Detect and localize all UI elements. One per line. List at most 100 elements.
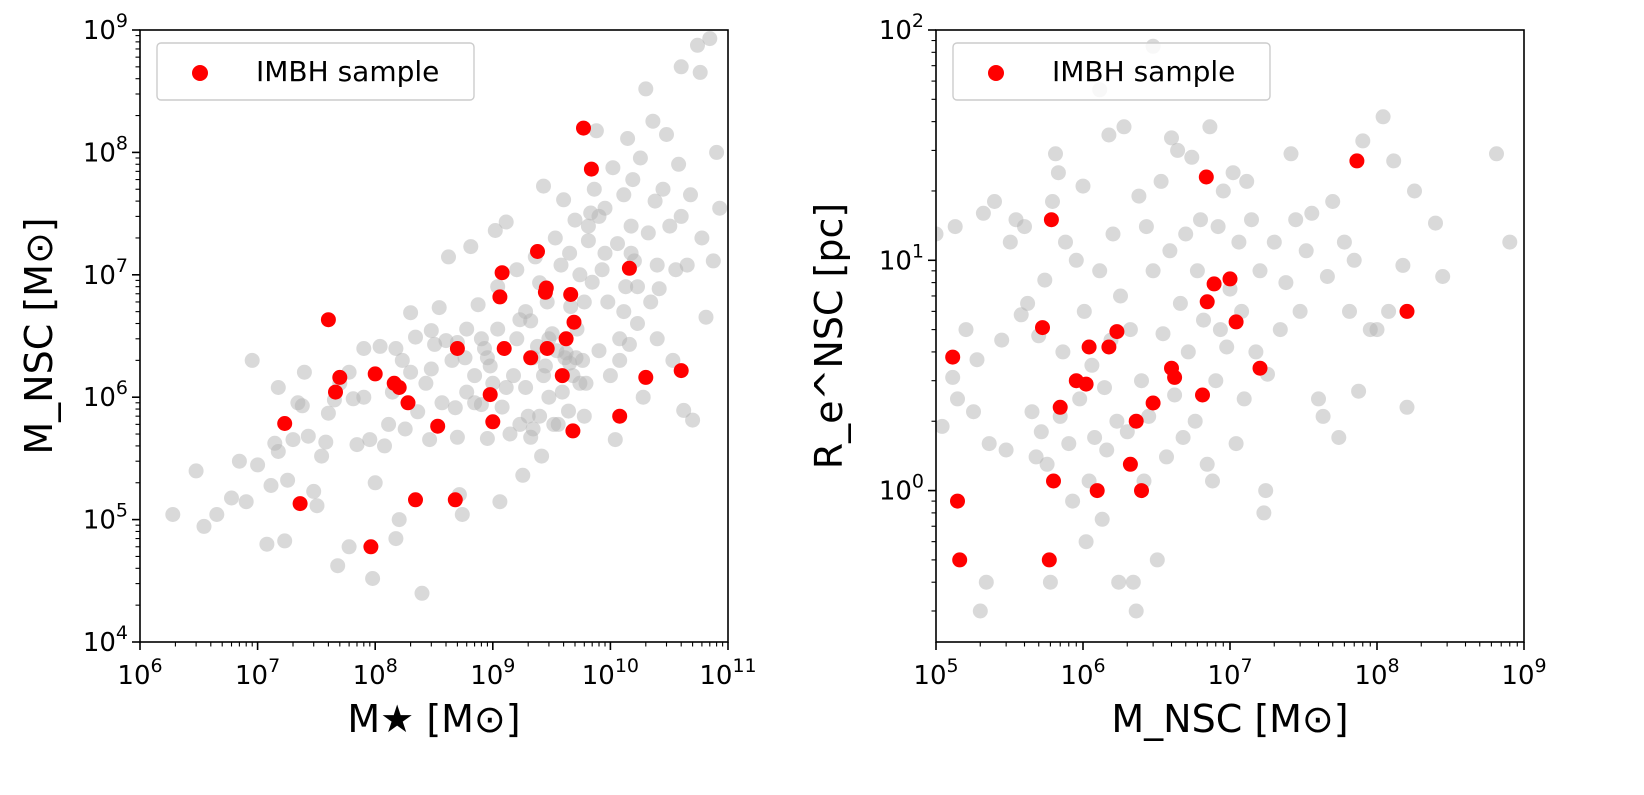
data-point-background <box>487 223 503 238</box>
data-point-background <box>1311 391 1326 407</box>
data-point-background <box>515 467 531 483</box>
data-point-background <box>1162 243 1178 259</box>
data-point-imbh <box>1052 399 1068 415</box>
tick-base: 10 <box>83 138 116 168</box>
data-point-background <box>362 432 378 448</box>
data-point-background <box>712 200 728 216</box>
data-point-imbh <box>952 552 968 568</box>
data-point-background <box>546 416 562 432</box>
data-point-background <box>306 483 322 499</box>
tick-exponent: 6 <box>116 377 128 399</box>
data-point-imbh <box>400 395 416 411</box>
data-point-background <box>1355 133 1371 149</box>
data-point-background <box>665 352 681 368</box>
data-point-background <box>676 402 692 418</box>
data-point-background <box>659 127 674 142</box>
data-point-background <box>572 375 588 391</box>
data-point-background <box>1346 252 1362 268</box>
data-point-imbh <box>1349 153 1365 169</box>
data-point-background <box>534 448 550 464</box>
tick-exponent: 6 <box>1094 655 1106 677</box>
data-point-background <box>238 494 254 510</box>
data-point-imbh <box>1399 303 1415 319</box>
data-point-background <box>1304 205 1320 221</box>
plot-frame <box>139 29 729 643</box>
data-point-background <box>391 512 407 528</box>
data-point-background <box>1288 212 1304 228</box>
data-point-background <box>1131 188 1147 204</box>
data-point-background <box>294 398 310 414</box>
data-point-background <box>523 429 539 445</box>
data-point-background <box>649 331 665 347</box>
data-point-imbh <box>565 423 581 439</box>
data-point-background <box>662 218 678 234</box>
data-point-imbh <box>950 493 965 509</box>
data-point-background <box>231 453 247 469</box>
data-point-background <box>671 156 687 172</box>
x-tick-label: 109 <box>1501 655 1546 691</box>
data-point-background <box>356 341 372 356</box>
data-point-background <box>454 507 470 522</box>
data-point-background <box>1045 194 1060 209</box>
data-point-background <box>1167 387 1183 403</box>
data-point-imbh <box>1109 324 1125 340</box>
data-point-background <box>1187 413 1203 429</box>
data-point-background <box>1122 322 1138 338</box>
data-point-background <box>600 294 616 310</box>
data-point-background <box>277 533 293 549</box>
data-point-background <box>188 463 204 479</box>
y-tick-label: 100 <box>879 471 924 507</box>
data-point-background <box>1024 404 1040 420</box>
data-point-imbh <box>563 287 579 302</box>
data-point-background <box>263 478 279 493</box>
data-point-imbh <box>1043 212 1059 228</box>
tick-base: 10 <box>1060 661 1093 691</box>
data-point-background <box>605 160 621 176</box>
data-point-background <box>320 405 336 421</box>
data-point-background <box>1111 574 1127 590</box>
data-point-background <box>568 350 584 366</box>
data-point-background <box>285 432 301 448</box>
data-point-background <box>620 131 636 146</box>
x-tick-label: 108 <box>1354 655 1399 691</box>
tick-exponent: 8 <box>386 655 398 677</box>
data-point-imbh <box>496 341 512 356</box>
tick-exponent: 9 <box>503 655 515 677</box>
chart-panel-1: 106 107 108 109 1010 1011104105106107108109M★… <box>17 10 757 741</box>
legend: IMBH sample <box>156 42 475 101</box>
data-point-background <box>403 305 419 321</box>
data-point-background <box>1042 574 1058 590</box>
data-point-background <box>694 230 710 246</box>
data-point-background <box>1099 442 1115 458</box>
data-point-background <box>449 429 465 445</box>
data-point-background <box>270 444 286 459</box>
data-point-background <box>1369 322 1385 338</box>
data-point-background <box>947 219 963 235</box>
tick-base: 10 <box>470 661 503 691</box>
data-point-background <box>709 144 725 160</box>
tick-base: 10 <box>83 261 116 291</box>
data-point-imbh <box>1167 369 1183 385</box>
data-point-background <box>1489 146 1504 162</box>
data-point-background <box>394 352 410 368</box>
data-point-background <box>651 281 667 297</box>
data-point-background <box>1172 295 1188 311</box>
legend-box <box>952 42 1271 101</box>
data-point-background <box>485 375 501 391</box>
data-point-background <box>625 172 641 188</box>
data-point-background <box>950 391 965 407</box>
data-point-background <box>1342 303 1357 319</box>
data-point-background <box>1502 234 1518 250</box>
data-point-background <box>1020 295 1036 311</box>
data-point-background <box>408 329 423 345</box>
data-point-background <box>597 245 613 261</box>
data-point-background <box>580 218 596 234</box>
data-point-background <box>1149 552 1165 568</box>
data-point-background <box>1097 380 1112 396</box>
x-tick-label: 105 <box>913 655 958 691</box>
y-axis-title: M_NSC [M⊙] <box>17 217 61 454</box>
data-point-background <box>532 408 548 424</box>
tick-exponent: 2 <box>912 10 924 32</box>
